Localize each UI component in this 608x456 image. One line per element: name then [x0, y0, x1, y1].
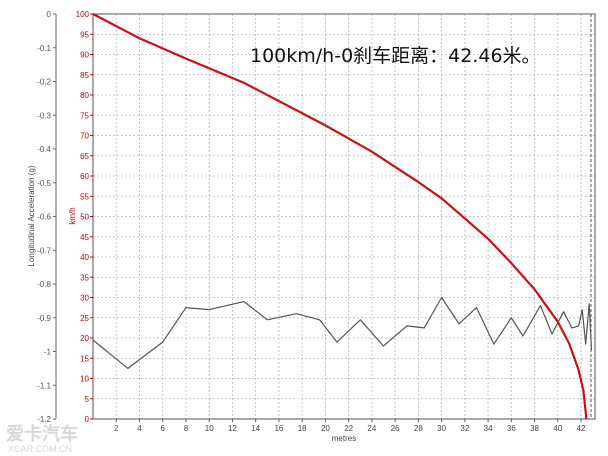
- grid: [93, 13, 595, 420]
- x-axis-ticks: 2 4 6 8 10 12 14 16 18 20 22 24 26 28 30 32 34 36 38 40 42: [114, 419, 586, 433]
- left-axis-tick-label: -0.4: [37, 145, 51, 154]
- left-axis-tick-label: -0.8: [37, 280, 51, 289]
- series-line-1: [92, 13, 588, 420]
- x-axis-tick-label: 16: [274, 424, 283, 433]
- x-axis-tick-label: 6: [160, 424, 165, 433]
- x-axis-tick-label: 38: [530, 424, 539, 433]
- x-axis-tick-label: 28: [414, 424, 423, 433]
- x-axis-tick-label: 32: [460, 424, 469, 433]
- watermark-logo: 爱卡汽车: [6, 423, 78, 444]
- left-axis-tick-label: -0.9: [37, 314, 51, 323]
- x-axis-tick-label: 40: [553, 424, 562, 433]
- right-axis-tick-label: 80: [80, 91, 89, 100]
- right-axis-tick-label: 70: [80, 132, 89, 141]
- right-axis-tick-label: 40: [80, 253, 89, 262]
- left-axis-tick-label: -0.1: [37, 44, 51, 53]
- left-axis-tick-label: -0.5: [37, 179, 51, 188]
- right-axis-tick-label: 100: [76, 10, 90, 19]
- x-axis-tick-label: 12: [228, 424, 237, 433]
- right-axis-ticks: 1009590858075706560555045403530252015105…: [76, 10, 93, 424]
- x-axis-tick-label: 24: [367, 424, 376, 433]
- right-axis-tick-label: 30: [80, 294, 89, 303]
- left-axis-tick-label: -1.1: [37, 381, 51, 390]
- right-axis-tick-label: 65: [80, 152, 89, 161]
- right-axis-tick-label: 20: [80, 334, 89, 343]
- x-axis-tick-label: 18: [298, 424, 307, 433]
- right-axis-tick-label: 85: [80, 71, 89, 80]
- left-axis-ticks: 0 -0.1 -0.2 -0.3 -0.4 -0.5 -0.6 -0.7 -0.8 -0.9 -1 -…: [37, 10, 57, 424]
- right-axis-tick-label: 0: [85, 415, 90, 424]
- x-axis-tick-label: 36: [507, 424, 516, 433]
- left-axis-tick-label: -0.7: [37, 246, 51, 255]
- x-axis-tick-label: 34: [484, 424, 493, 433]
- right-axis-tick-label: 60: [80, 172, 89, 181]
- left-axis-tick-label: -0.2: [37, 78, 51, 87]
- right-axis-tick-label: 45: [80, 233, 89, 242]
- right-axis-tick-label: 50: [80, 213, 89, 222]
- x-axis-tick-label: 42: [577, 424, 586, 433]
- series-layer: [92, 13, 593, 420]
- right-axis-tick-label: 95: [80, 30, 89, 39]
- right-axis-tick-label: 90: [80, 51, 89, 60]
- right-axis-tick-label: 55: [80, 192, 89, 201]
- right-axis-tick-label: 5: [85, 395, 90, 404]
- right-axis-title: km/h: [68, 207, 77, 224]
- x-axis-tick-label: 4: [137, 424, 142, 433]
- left-axis-title: Longitudinal Acceleration (g): [27, 165, 36, 266]
- right-axis-tick-label: 35: [80, 273, 89, 282]
- x-axis-tick-label: 22: [344, 424, 353, 433]
- x-axis-tick-label: 8: [184, 424, 189, 433]
- x-axis-title: metres: [332, 434, 356, 443]
- right-axis-tick-label: 75: [80, 111, 89, 120]
- x-axis-tick-label: 30: [437, 424, 446, 433]
- right-axis-tick-label: 25: [80, 314, 89, 323]
- right-axis-tick-label: 15: [80, 354, 89, 363]
- x-axis-tick-label: 10: [205, 424, 214, 433]
- left-axis-tick-label: -0.6: [37, 213, 51, 222]
- series-line-2: [92, 296, 593, 369]
- right-axis-tick-label: 10: [80, 375, 89, 384]
- x-axis-tick-label: 26: [391, 424, 400, 433]
- x-axis-tick-label: 20: [321, 424, 330, 433]
- watermark-url: XCAR.COM.CN: [8, 444, 72, 454]
- x-axis-tick-label: 2: [114, 424, 119, 433]
- left-axis-tick-label: -1.2: [37, 415, 51, 424]
- chart-annotation: 100km/h-0刹车距离：42.46米。: [250, 45, 541, 67]
- left-axis-tick-label: -1: [44, 348, 52, 357]
- left-axis-tick-label: -0.3: [37, 111, 51, 120]
- left-axis-tick-label: 0: [47, 10, 52, 19]
- x-axis-tick-label: 14: [251, 424, 260, 433]
